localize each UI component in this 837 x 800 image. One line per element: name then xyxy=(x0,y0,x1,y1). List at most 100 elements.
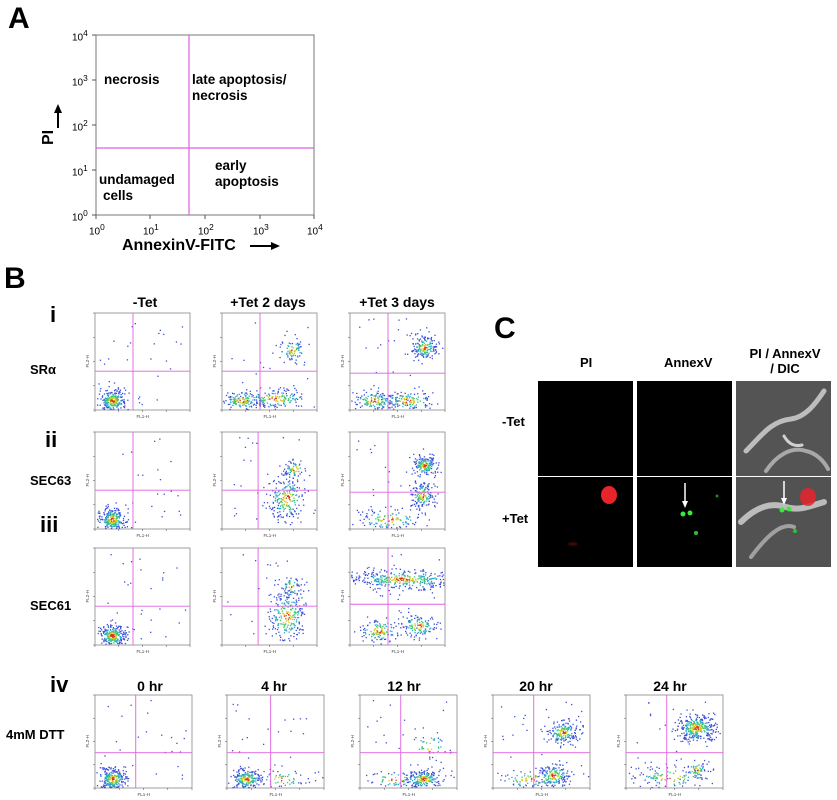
event-dot xyxy=(569,725,571,727)
event-dot xyxy=(290,635,292,637)
event-dot xyxy=(442,574,444,576)
event-dot xyxy=(288,601,290,603)
event-dot xyxy=(283,399,285,402)
event-dot xyxy=(424,620,427,623)
event-dot xyxy=(364,629,366,632)
event-dot xyxy=(423,503,425,505)
event-dot xyxy=(423,348,425,350)
event-dot xyxy=(277,521,279,524)
event-dot xyxy=(295,604,297,606)
event-dot xyxy=(431,578,433,580)
event-dot xyxy=(384,578,386,581)
event-dot xyxy=(546,771,548,773)
event-dot xyxy=(358,575,360,577)
event-dot xyxy=(306,378,309,380)
event-dot xyxy=(110,624,112,626)
event-dot xyxy=(440,582,442,584)
event-dot xyxy=(371,572,373,574)
event-dot xyxy=(277,400,279,403)
event-dot xyxy=(395,517,398,519)
event-dot xyxy=(370,394,372,396)
event-dot xyxy=(302,632,304,635)
event-dot xyxy=(120,639,122,641)
event-dot xyxy=(278,593,280,595)
event-dot xyxy=(127,409,129,411)
event-dot xyxy=(385,577,387,580)
event-dot xyxy=(230,614,232,616)
event-dot xyxy=(293,500,296,502)
event-dot xyxy=(104,519,106,521)
event-dot xyxy=(514,716,516,718)
event-dot xyxy=(295,772,297,774)
event-dot xyxy=(415,737,417,739)
event-dot xyxy=(286,490,288,492)
event-dot xyxy=(273,615,275,617)
event-dot xyxy=(242,782,244,785)
event-dot xyxy=(294,770,296,773)
event-dot xyxy=(113,517,116,520)
event-dot xyxy=(317,771,320,773)
row-label-sralpha: SRα xyxy=(30,362,57,377)
event-dot xyxy=(141,609,143,612)
event-dot xyxy=(433,339,435,342)
event-dot xyxy=(236,779,238,781)
event-dot xyxy=(410,776,412,779)
event-dot xyxy=(420,458,422,460)
event-dot xyxy=(107,602,109,604)
event-dot xyxy=(683,737,685,739)
event-dot xyxy=(181,774,184,776)
event-dot xyxy=(104,519,106,522)
event-dot xyxy=(416,495,418,497)
event-dot xyxy=(110,402,113,404)
event-dot xyxy=(415,496,417,499)
event-dot xyxy=(420,570,422,572)
event-dot xyxy=(391,778,393,780)
event-dot xyxy=(352,579,355,581)
event-dot xyxy=(548,781,550,783)
event-dot xyxy=(401,574,403,576)
event-dot xyxy=(566,734,569,736)
event-dot xyxy=(112,777,114,779)
event-dot xyxy=(633,782,635,784)
event-dot xyxy=(381,526,384,528)
event-dot xyxy=(376,584,378,586)
event-dot xyxy=(289,756,292,758)
event-dot xyxy=(424,404,427,406)
event-dot xyxy=(236,786,238,788)
event-dot xyxy=(114,510,116,512)
event-dot xyxy=(257,769,259,771)
event-dot xyxy=(151,505,153,508)
event-dot xyxy=(290,623,293,625)
event-dot xyxy=(421,746,423,748)
event-dot xyxy=(398,512,400,514)
event-dot xyxy=(431,582,433,584)
event-dot xyxy=(122,774,125,776)
event-dot xyxy=(422,350,424,352)
event-dot xyxy=(390,394,392,397)
event-dot xyxy=(401,507,403,509)
event-dot xyxy=(242,777,244,780)
event-dot xyxy=(389,581,391,583)
event-dot xyxy=(291,350,293,352)
event-dot xyxy=(245,395,247,397)
event-dot xyxy=(237,399,239,401)
event-dot xyxy=(285,474,287,476)
event-dot xyxy=(104,401,106,403)
event-dot xyxy=(263,405,265,407)
event-dot xyxy=(106,514,108,517)
event-dot xyxy=(546,773,548,775)
event-dot xyxy=(424,580,426,583)
event-dot xyxy=(426,773,428,775)
event-dot xyxy=(288,638,290,640)
event-dot xyxy=(549,775,551,777)
event-dot xyxy=(116,516,118,518)
event-dot xyxy=(409,374,411,377)
event-dot xyxy=(516,780,518,782)
event-dot xyxy=(384,466,387,468)
event-dot xyxy=(409,395,411,398)
event-dot xyxy=(381,595,384,597)
event-dot xyxy=(116,781,118,784)
event-dot xyxy=(407,518,409,520)
event-dot xyxy=(529,771,531,773)
event-dot xyxy=(436,781,438,784)
